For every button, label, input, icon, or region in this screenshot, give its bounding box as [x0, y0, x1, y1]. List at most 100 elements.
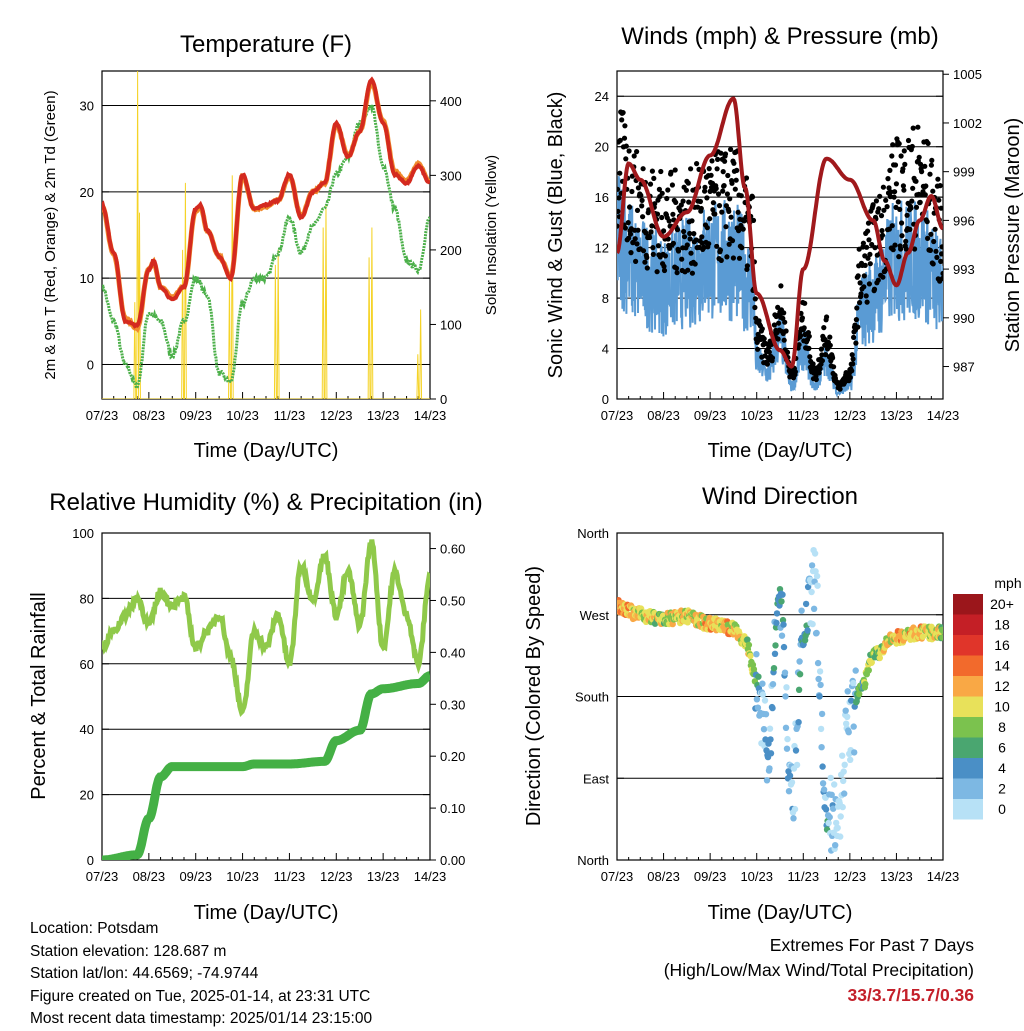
direction-point: [783, 745, 791, 752]
gust-point: [885, 176, 891, 182]
legend-label: 14: [994, 658, 1010, 674]
x-tick-label: 07/23: [86, 869, 119, 884]
y-tick-label: 30: [80, 99, 94, 114]
gust-point: [855, 273, 861, 279]
y2-axis-label: Station Pressure (Maroon): [1002, 118, 1024, 353]
gust-point: [937, 183, 943, 189]
plot-area: [617, 96, 943, 398]
y-tick-label: 0: [87, 853, 94, 868]
x-tick-label: 09/23: [179, 408, 212, 423]
y2-tick-label: 0.20: [440, 749, 465, 764]
latlon-text: Station lat/lon: 44.6569; -74.9744: [30, 965, 259, 982]
direction-point: [784, 735, 791, 743]
direction-point: [839, 803, 846, 811]
legend-swatch: [953, 635, 983, 656]
gust-point: [827, 342, 833, 348]
gust-point: [752, 296, 758, 302]
direction-point: [759, 680, 766, 687]
x-tick-label: 12/23: [320, 408, 353, 423]
x-tick-label: 12/23: [320, 869, 353, 884]
gust-point: [904, 212, 910, 218]
gust-point: [879, 232, 886, 238]
gust-point: [710, 207, 716, 213]
gust-point: [892, 162, 899, 168]
direction-point: [831, 781, 838, 788]
gust-point: [664, 195, 670, 202]
direction-point: [820, 786, 828, 793]
gust-point: [801, 325, 807, 331]
direction-point: [796, 671, 804, 678]
gust-point: [916, 154, 922, 160]
gust-point: [619, 117, 625, 123]
gust-point: [687, 230, 693, 237]
y-tick-label: East: [583, 771, 609, 786]
x-tick-label: 14/23: [927, 869, 960, 884]
gust-point: [743, 175, 750, 181]
legend-title: mph: [994, 575, 1021, 591]
gust-point: [908, 205, 914, 211]
direction-point: [760, 726, 768, 733]
gust-point: [933, 248, 939, 254]
gust-point: [861, 284, 867, 290]
gust-point: [889, 153, 895, 159]
gust-point: [889, 223, 895, 229]
direction-point: [868, 659, 875, 666]
gust-point: [909, 198, 915, 204]
gust-point: [617, 186, 621, 192]
gust-point: [735, 209, 741, 215]
x-tick-label: 11/23: [274, 869, 306, 884]
direction-point: [939, 634, 943, 641]
direction-point: [796, 658, 803, 665]
x-tick-label: 07/23: [86, 408, 119, 423]
gust-point: [674, 270, 680, 276]
plot-area: [102, 71, 430, 399]
x-tick-label: 09/23: [694, 408, 727, 423]
gust-point: [884, 204, 890, 210]
gust-point: [887, 167, 893, 173]
gust-point: [907, 226, 913, 232]
gust-point: [713, 185, 719, 192]
gust-point: [818, 346, 825, 352]
gust-point: [930, 261, 936, 267]
gust-point: [629, 188, 635, 195]
gust-point: [730, 255, 737, 261]
direction-point: [818, 744, 825, 751]
direction-point: [778, 632, 786, 639]
gust-point: [901, 148, 907, 154]
direction-point: [788, 779, 796, 786]
x-tick-label: 11/23: [787, 408, 819, 423]
gust-point: [623, 156, 629, 162]
gust-point: [656, 186, 663, 192]
gust-point: [716, 203, 723, 209]
gust-point: [940, 270, 943, 277]
gust-point: [674, 265, 680, 271]
gust-point: [734, 167, 740, 173]
direction-point: [812, 568, 819, 575]
x-tick-label: 13/23: [880, 869, 913, 884]
gust-point: [909, 143, 915, 150]
y2-tick-label: 400: [440, 94, 462, 109]
gust-point: [922, 163, 928, 169]
legend-label: 8: [998, 719, 1006, 735]
gust-point: [851, 334, 857, 340]
gust-point: [858, 291, 864, 297]
direction-point: [814, 659, 822, 667]
direction-point: [837, 813, 844, 820]
pressure-line: [617, 96, 943, 369]
plot-frame: [101, 532, 431, 861]
direction-point: [744, 636, 751, 643]
gust-point: [689, 218, 695, 224]
y2-axis-label: Solar Insolation (Yellow): [483, 155, 500, 315]
y2-tick-label: 990: [953, 311, 975, 326]
gust-point: [878, 213, 885, 219]
gust-point: [670, 211, 676, 217]
gust-point: [719, 209, 725, 215]
gust-point: [900, 183, 907, 189]
chart-title: Wind Direction: [702, 483, 858, 510]
y-tick-label: 100: [72, 526, 94, 541]
x-tick-label: 10/23: [740, 869, 773, 884]
x-tick-label: 10/23: [226, 869, 259, 884]
gust-point: [740, 226, 746, 232]
gust-point: [623, 143, 629, 149]
gust-point: [647, 181, 654, 187]
